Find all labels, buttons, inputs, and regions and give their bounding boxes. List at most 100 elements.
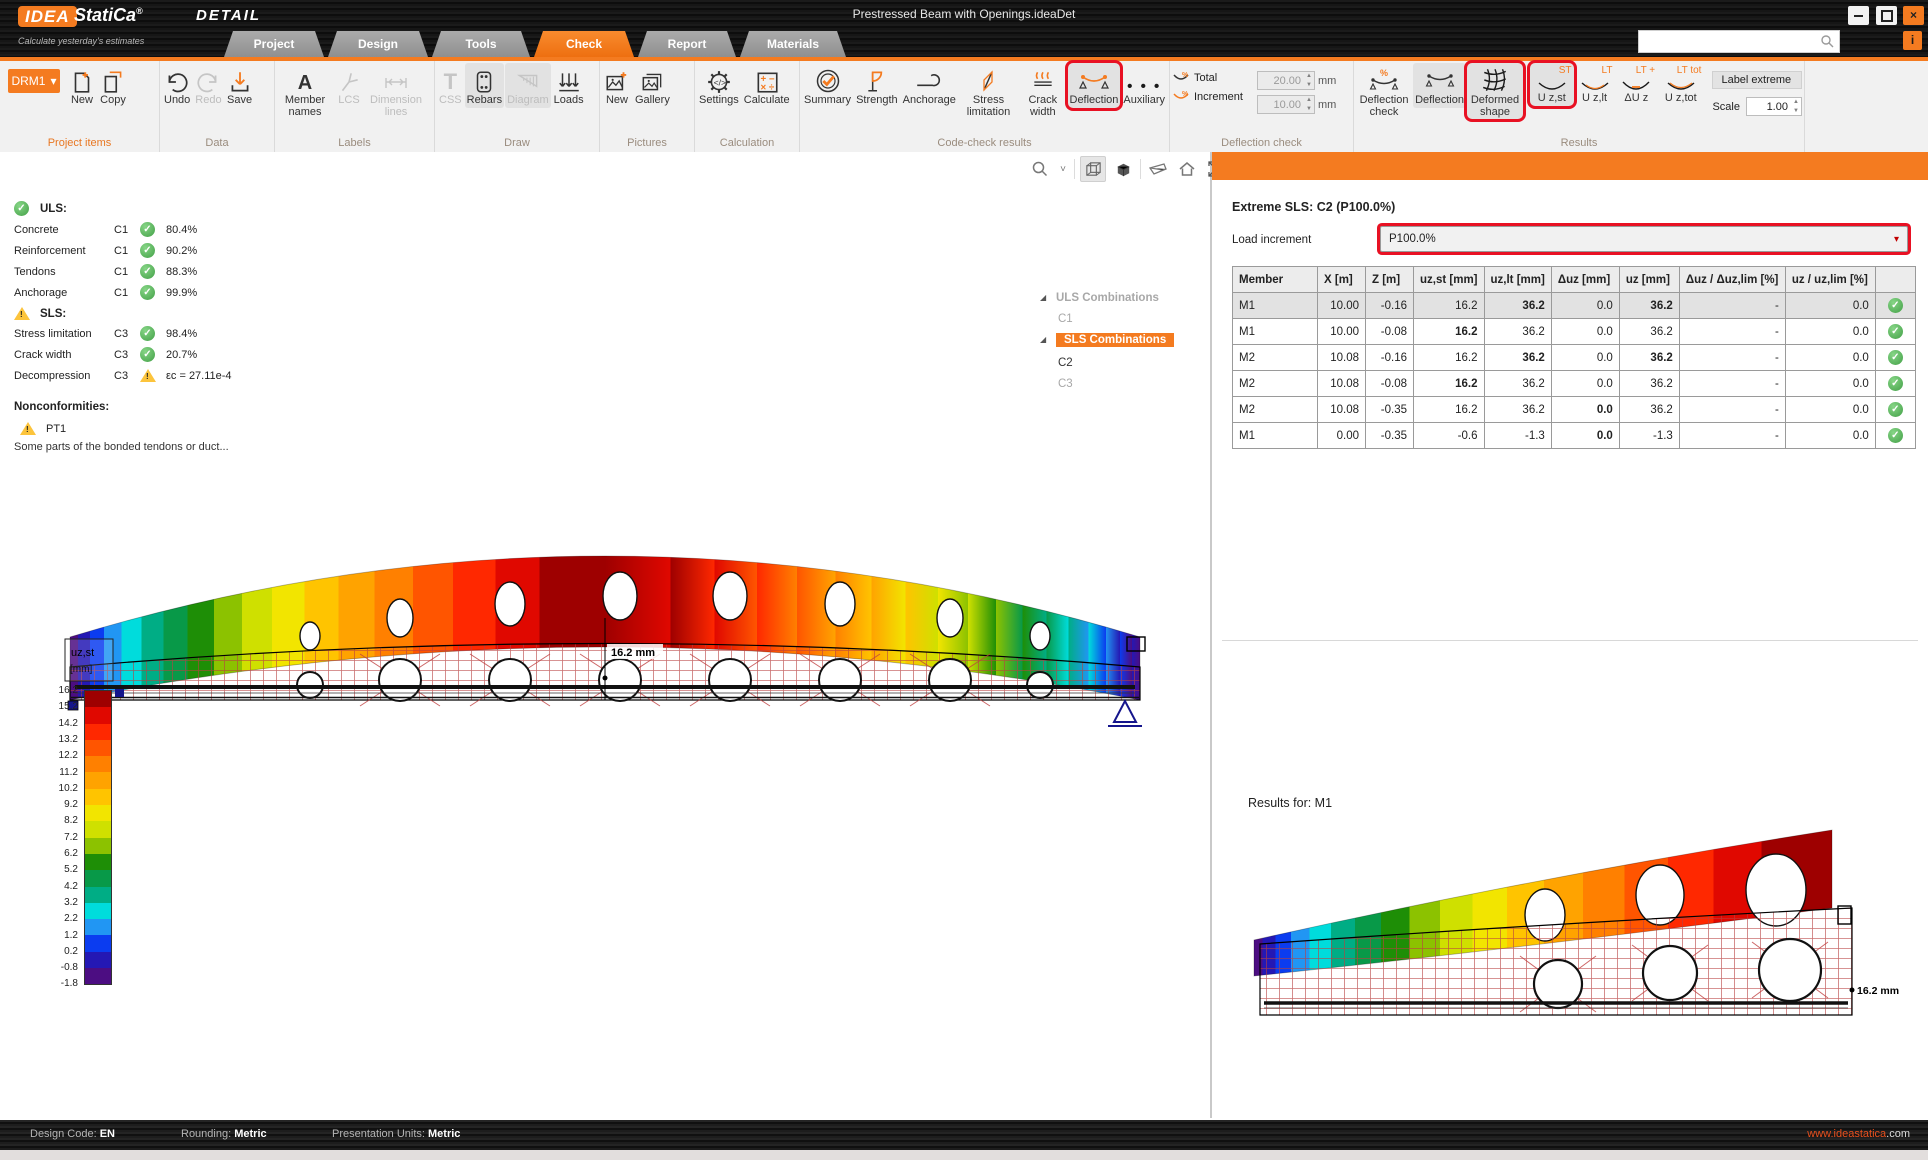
tab-tools[interactable]: Tools — [432, 31, 530, 57]
table-header[interactable]: uz / uz,lim [%] — [1784, 266, 1876, 293]
wireframe-view-button[interactable] — [1080, 156, 1106, 182]
settings-button[interactable]: </> Settings — [697, 63, 741, 108]
tree-item-c2[interactable]: C2 — [1058, 356, 1073, 369]
expander-icon[interactable]: ◢ — [1040, 335, 1047, 344]
table-header[interactable]: Δuz / Δuz,lim [%] — [1678, 266, 1786, 293]
maximize-button[interactable] — [1876, 6, 1897, 25]
undo-button[interactable]: Undo — [162, 63, 192, 108]
summary-button[interactable]: Summary — [802, 63, 853, 108]
minimize-button[interactable] — [1848, 6, 1869, 25]
table-row[interactable]: M1 10.00 -0.16 16.2 36.2 0.0 36.2-0.0 ✓ — [1232, 292, 1916, 319]
tree-uls-combinations[interactable]: ◢ ULS Combinations — [1040, 291, 1159, 304]
deflection-button[interactable]: Deflection — [1067, 63, 1121, 108]
rebars-button[interactable]: Rebars — [464, 63, 505, 108]
svg-text:[mm]: [mm] — [70, 664, 92, 675]
strength-button[interactable]: Strength — [854, 63, 900, 108]
strength-icon — [864, 65, 890, 95]
status-bar: Design Code: EN Rounding: Metric Present… — [0, 1120, 1928, 1150]
table-cell: -0.6 — [1413, 422, 1485, 449]
table-header[interactable]: Z [m] — [1365, 266, 1414, 293]
table-cell: 36.2 — [1618, 370, 1680, 397]
tab-check[interactable]: Check — [534, 31, 634, 57]
dimension-lines-label: Dimension lines — [370, 94, 422, 118]
results-table[interactable]: Member X [m] Z [m] uz,st [mm] uz,lt [mm] Δuz … — [1232, 266, 1916, 449]
deformed-shape-button[interactable]: Deformed shape — [1466, 63, 1524, 119]
increment-option[interactable]: % Increment — [1172, 90, 1256, 104]
uz-st-button[interactable]: ST U z,st — [1530, 63, 1574, 106]
close-button[interactable]: × — [1903, 6, 1924, 25]
new-project-item-button[interactable]: New — [67, 63, 97, 108]
load-increment-dropdown[interactable]: P100.0% ▾ — [1380, 226, 1908, 252]
window-title: Prestressed Beam with Openings.ideaDet — [852, 7, 1076, 21]
tab-report[interactable]: Report — [638, 31, 736, 57]
table-row[interactable]: M2 10.08 -0.16 16.2 36.2 0.0 36.2-0.0 ✓ — [1232, 344, 1916, 371]
svg-text:× ÷: × ÷ — [760, 83, 774, 94]
uls-row-concrete[interactable]: Concrete C1 ✓ 80.4% — [14, 222, 198, 237]
table-header[interactable]: uz,lt [mm] — [1483, 266, 1552, 293]
tab-project[interactable]: Project — [224, 31, 324, 57]
table-header[interactable]: Δuz [mm] — [1550, 266, 1620, 293]
uz-tot-button[interactable]: LT tot U z,tot — [1658, 63, 1703, 106]
rebars-icon — [473, 65, 495, 95]
table-row[interactable]: M1 10.00 -0.08 16.2 36.2 0.0 36.2-0.0 ✓ — [1232, 318, 1916, 345]
table-row[interactable]: M2 10.08 -0.08 16.2 36.2 0.0 36.2-0.0 ✓ — [1232, 370, 1916, 397]
uz-lt-button[interactable]: LT U z,lt — [1575, 63, 1615, 106]
gallery-button[interactable]: Gallery — [633, 63, 672, 108]
crack-width-icon — [1030, 65, 1056, 95]
sls-row-decompression[interactable]: Decompression C3! εc = 27.11e-4 — [14, 369, 232, 382]
group-label-labels: Labels — [338, 137, 371, 149]
zoom-dropdown-button[interactable]: ˅ — [1057, 157, 1069, 181]
scale-tick-label: 2.2 — [64, 913, 78, 925]
table-header[interactable]: uz,st [mm] — [1413, 266, 1485, 293]
expander-icon[interactable]: ◢ — [1040, 293, 1047, 302]
deflection-check-button[interactable]: % Deflection check — [1356, 63, 1412, 119]
search-input[interactable] — [1638, 30, 1840, 53]
sls-row-crack[interactable]: Crack width C3 ✓ 20.7% — [14, 347, 198, 362]
scale-spinner[interactable]: 1.00 ▲ ▼ — [1745, 97, 1802, 116]
total-option[interactable]: % Total — [1172, 71, 1256, 85]
delta-uz-button[interactable]: LT + ΔU z — [1615, 63, 1657, 106]
crack-width-button[interactable]: Crack width — [1019, 63, 1066, 119]
member-names-button[interactable]: A Member names — [277, 63, 333, 119]
tree-sls-combinations[interactable]: ◢ SLS Combinations — [1040, 330, 1175, 349]
loads-button[interactable]: Loads — [552, 63, 586, 108]
table-cell: 0.0 — [1784, 344, 1876, 371]
home-view-button[interactable] — [1175, 157, 1199, 181]
drm1-dropdown[interactable]: DRM1 ▾ — [8, 69, 60, 93]
label-extreme-button[interactable]: Label extreme — [1712, 71, 1802, 89]
table-row[interactable]: M2 10.08 -0.35 16.2 36.2 0.0 36.2-0.0 ✓ — [1232, 396, 1916, 423]
table-header[interactable] — [1874, 266, 1916, 293]
deflection-results-button[interactable]: Deflection — [1413, 63, 1466, 108]
stress-limitation-button[interactable]: Stress limitation — [959, 63, 1018, 119]
save-button[interactable]: Save — [225, 63, 255, 108]
table-row[interactable]: M1 0.00 -0.35 -0.6 -1.3 0.0 -1.3-0.0 ✓ — [1232, 422, 1916, 449]
calculate-button[interactable]: + − × ÷ Calculate — [742, 63, 792, 108]
group-label-project-items: Project items — [47, 137, 112, 149]
info-button[interactable]: i — [1903, 31, 1922, 50]
ribbon-group-draw: T CSS Rebars Diagram Loads Draw — [435, 61, 600, 152]
solid-view-button[interactable] — [1111, 157, 1135, 181]
new-picture-button[interactable]: New — [602, 63, 632, 108]
table-header[interactable]: uz [mm] — [1618, 266, 1680, 293]
table-header[interactable]: X [m] — [1317, 266, 1366, 293]
zoom-tool-button[interactable] — [1028, 157, 1052, 181]
uls-row-anchorage[interactable]: Anchorage C1 ✓ 99.9% — [14, 285, 198, 300]
tab-design[interactable]: Design — [328, 31, 428, 57]
copy-button[interactable]: Copy — [98, 63, 128, 108]
ok-icon: ✓ — [1887, 324, 1903, 339]
tree-item-c3[interactable]: C3 — [1058, 377, 1073, 390]
uls-row-tendons[interactable]: Tendons C1 ✓ 88.3% — [14, 264, 198, 279]
rebars-label: Rebars — [466, 94, 503, 106]
ribbon-group-codecheck: Summary Strength Anchorage Stress limita… — [800, 61, 1170, 152]
clip-view-button[interactable] — [1146, 157, 1170, 181]
uls-row-reinforcement[interactable]: Reinforcement C1 ✓ 90.2% — [14, 243, 198, 258]
nonconformity-pt1[interactable]: ! PT1 — [14, 420, 66, 437]
sls-row-stress[interactable]: Stress limitation C3 ✓ 98.4% — [14, 326, 198, 341]
table-header[interactable]: Member — [1232, 266, 1318, 293]
auxiliary-button[interactable]: • • • Auxiliary — [1121, 63, 1167, 108]
table-cell: 36.2 — [1618, 396, 1680, 423]
website-link[interactable]: www.ideastatica.com — [1807, 1128, 1910, 1140]
tab-materials[interactable]: Materials — [740, 31, 846, 57]
tree-item-c1[interactable]: C1 — [1058, 312, 1073, 325]
anchorage-button[interactable]: Anchorage — [901, 63, 958, 108]
